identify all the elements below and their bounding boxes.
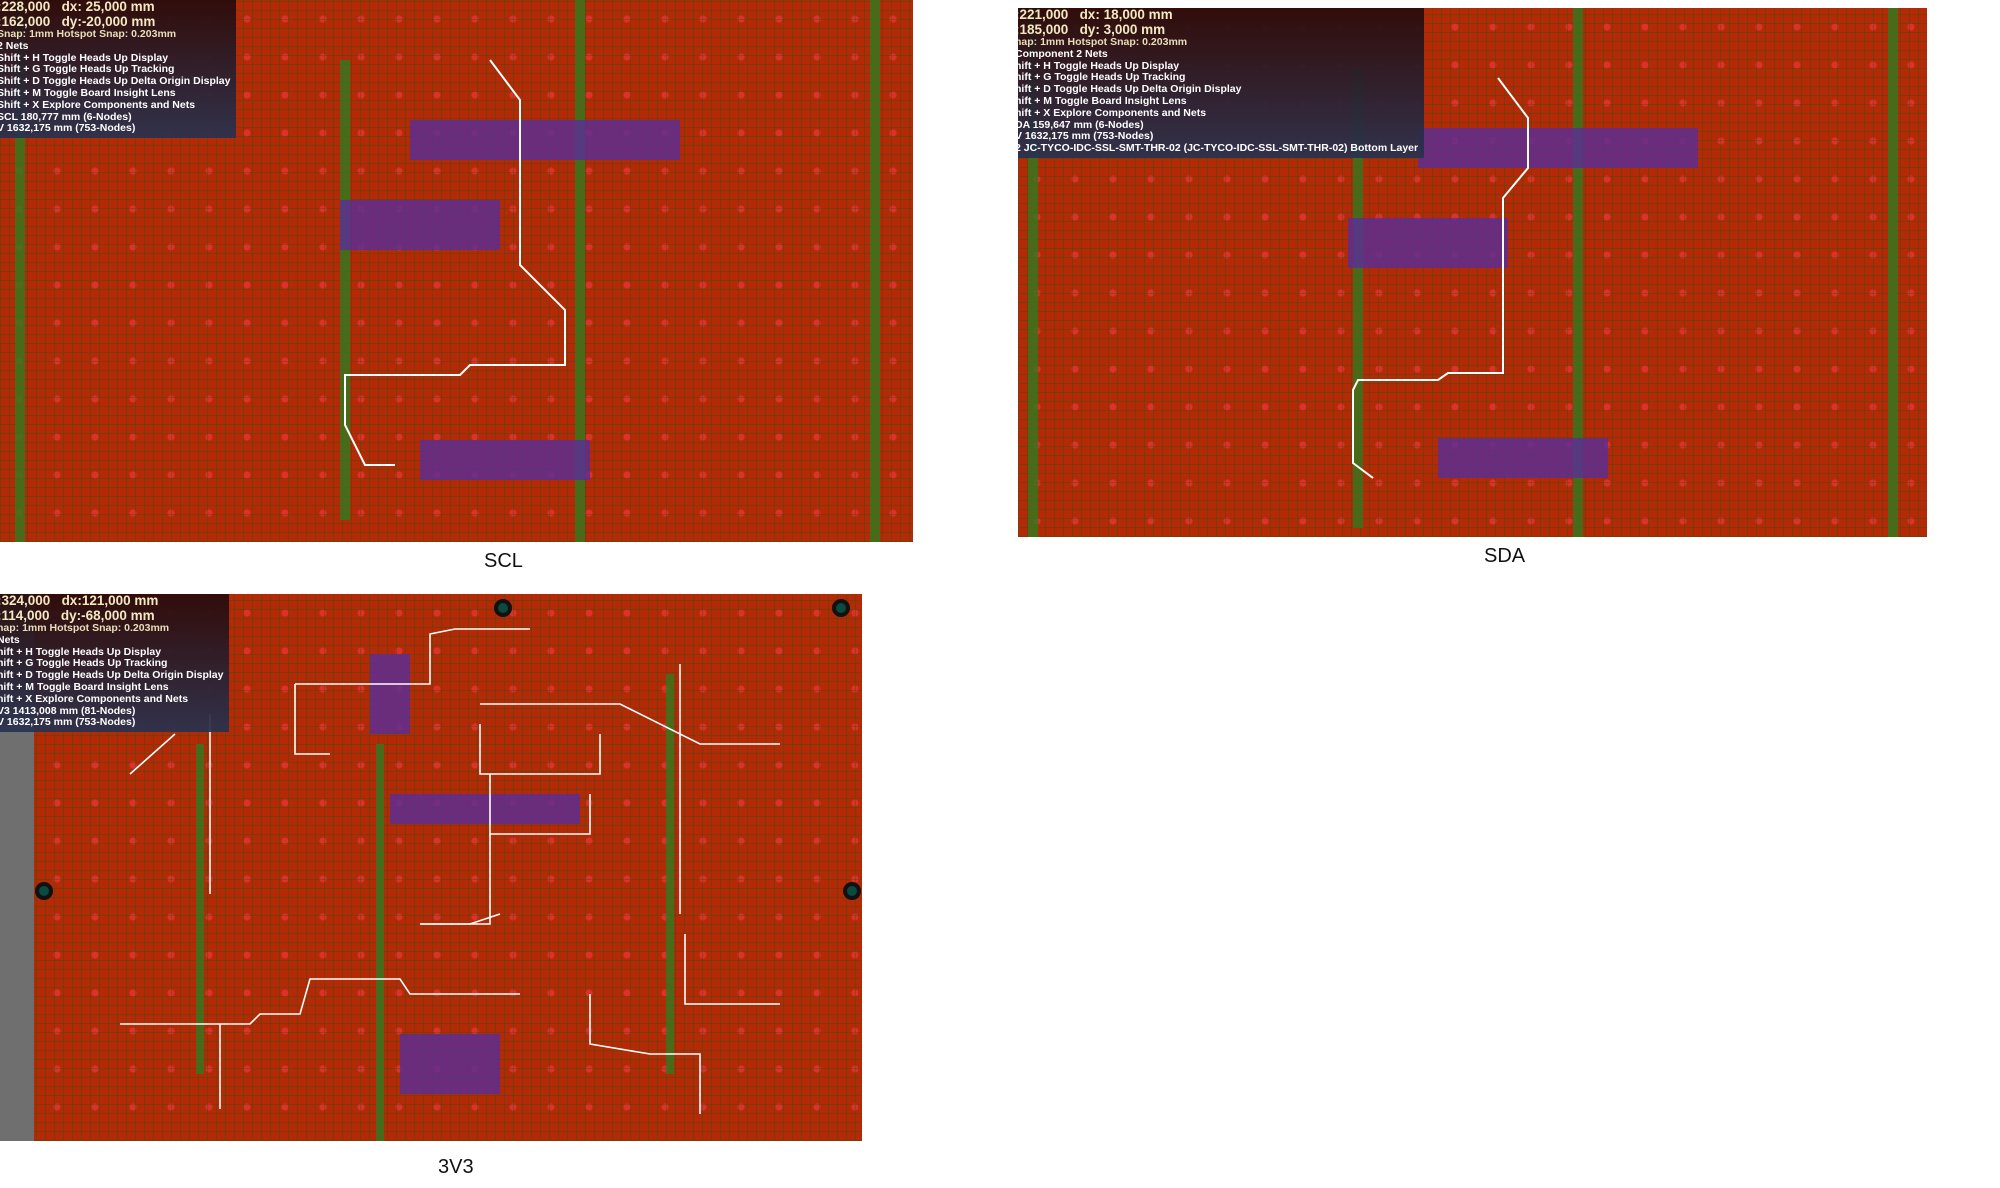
hud-dy: dy: 3,000 mm xyxy=(1079,21,1166,37)
hud-dy: dy:-68,000 mm xyxy=(60,607,155,623)
hud-shortcut: hift + D Toggle Heads Up Delta Origin Di… xyxy=(0,669,224,682)
hud-net: V 1632,175 mm (753-Nodes) xyxy=(0,716,136,729)
hud-shortcut: hift + G Toggle Heads Up Tracking xyxy=(1018,71,1186,84)
hud-net: V 1632,175 mm (753-Nodes) xyxy=(0,122,136,135)
hud-y: :162,000 xyxy=(0,13,51,29)
hud-dx: dx: 18,000 mm xyxy=(1079,8,1173,22)
pcb-view-3v3[interactable]: :324,000 dx:121,000 mm :114,000 dy:-68,0… xyxy=(0,594,862,1141)
hud-shortcut: Shift + X Explore Components and Nets xyxy=(0,98,196,111)
caption-3v3: 3V3 xyxy=(438,1156,474,1178)
hud-shortcut: hift + H Toggle Heads Up Display xyxy=(1018,59,1180,72)
hud-snap: nap: 1mm Hotspot Snap: 0.203mm xyxy=(0,622,170,634)
hud-net: V 1632,175 mm (753-Nodes) xyxy=(1018,130,1154,143)
hud-snap: nap: 1mm Hotspot Snap: 0.203mm xyxy=(1018,36,1188,48)
hud-y: :185,000 xyxy=(1018,21,1069,37)
hud-shortcut: Shift + M Toggle Board Insight Lens xyxy=(0,86,176,99)
mounting-hole xyxy=(832,599,850,617)
caption-sda: SDA xyxy=(1484,545,1526,567)
mounting-hole xyxy=(843,882,861,900)
3v3-traces xyxy=(120,628,780,1141)
hud-net: SCL 180,777 mm (6-Nodes) xyxy=(0,110,132,123)
hud-shortcut: hift + X Explore Components and Nets xyxy=(1018,106,1207,119)
hud-context: Component 2 Nets xyxy=(1018,47,1108,60)
hud-shortcut: hift + X Explore Components and Nets xyxy=(0,692,189,705)
hud-shortcut: hift + M Toggle Board Insight Lens xyxy=(1018,94,1187,107)
heads-up-display: :228,000 dx: 25,000 mm :162,000 dy:-20,0… xyxy=(0,0,237,139)
hud-shortcut: hift + G Toggle Heads Up Tracking xyxy=(0,657,168,670)
pcb-view-scl[interactable]: :228,000 dx: 25,000 mm :162,000 dy:-20,0… xyxy=(0,0,913,542)
hud-shortcut: hift + H Toggle Heads Up Display xyxy=(0,645,162,658)
mounting-hole xyxy=(35,882,53,900)
hud-net: V3 1413,008 mm (81-Nodes) xyxy=(0,704,136,717)
hud-context: Nets xyxy=(0,633,20,646)
hud-net: DA 159,647 mm (6-Nodes) xyxy=(1018,118,1144,131)
pcb-view-sda[interactable]: :221,000 dx: 18,000 mm :185,000 dy: 3,00… xyxy=(1018,8,1927,537)
heads-up-display: :324,000 dx:121,000 mm :114,000 dy:-68,0… xyxy=(0,594,230,733)
hud-snap: Snap: 1mm Hotspot Snap: 0.203mm xyxy=(0,28,177,40)
hud-context: 2 Nets xyxy=(0,39,29,52)
scl-traces xyxy=(15,0,880,542)
hud-dx: dx:121,000 mm xyxy=(61,594,159,608)
hud-x: :324,000 xyxy=(0,594,51,608)
hud-dx: dx: 25,000 mm xyxy=(61,0,155,14)
mounting-hole xyxy=(494,599,512,617)
hud-shortcut: Shift + H Toggle Heads Up Display xyxy=(0,51,169,64)
hud-y: :114,000 xyxy=(0,607,50,623)
hud-dy: dy:-20,000 mm xyxy=(61,13,156,29)
heads-up-display: :221,000 dx: 18,000 mm :185,000 dy: 3,00… xyxy=(1018,8,1425,158)
hud-x: :228,000 xyxy=(0,0,51,14)
caption-scl: SCL xyxy=(484,550,523,572)
hud-x: :221,000 xyxy=(1018,8,1069,22)
hud-shortcut: hift + M Toggle Board Insight Lens xyxy=(0,680,169,693)
hud-component: 2 JC-TYCO-IDC-SSL-SMT-THR-02 (JC-TYCO-ID… xyxy=(1018,142,1419,155)
hud-shortcut: Shift + G Toggle Heads Up Tracking xyxy=(0,63,175,76)
hud-shortcut: hift + D Toggle Heads Up Delta Origin Di… xyxy=(1018,83,1242,96)
hud-shortcut: Shift + D Toggle Heads Up Delta Origin D… xyxy=(0,75,231,88)
